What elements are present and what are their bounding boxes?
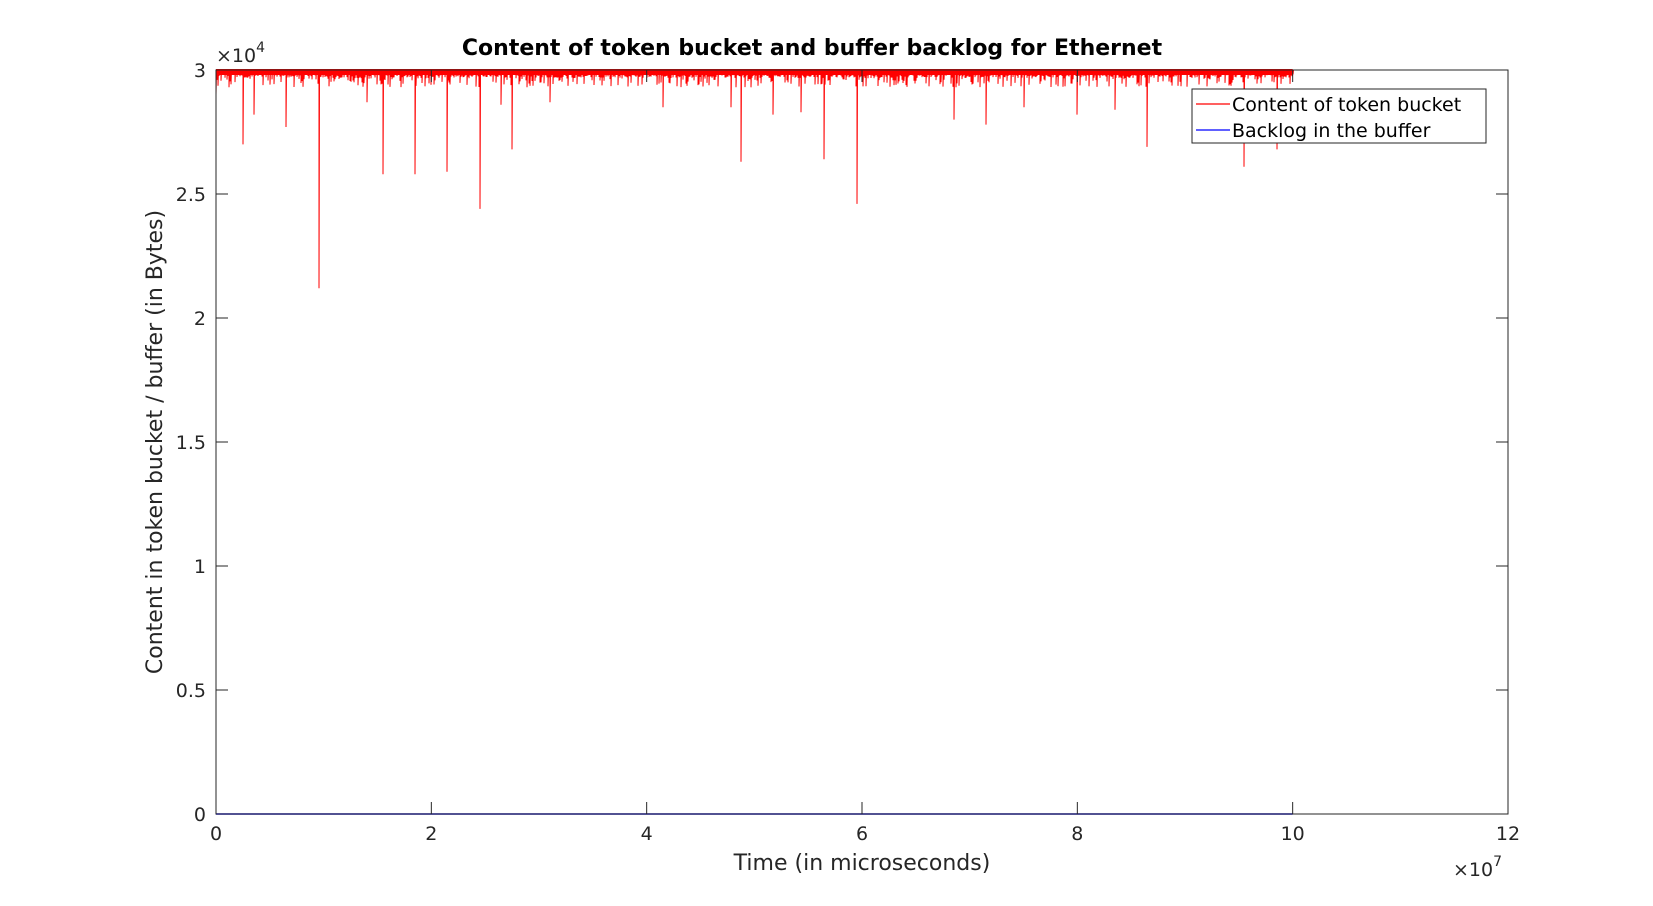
plot-area [215, 69, 1509, 815]
y-tick-label: 3 [194, 60, 206, 82]
y-tick-label: 0.5 [176, 680, 206, 702]
x-tick-label: 8 [1071, 823, 1083, 845]
plot-frame [215, 69, 1509, 815]
x-exponent-label: ×107 [1453, 854, 1502, 881]
y-tick-label: 1 [194, 556, 206, 578]
x-tick-label: 0 [210, 823, 222, 845]
chart-title: Content of token bucket and buffer backl… [462, 36, 1163, 61]
legend: Content of token bucket Backlog in the b… [1191, 88, 1487, 144]
x-tick-label: 6 [856, 823, 868, 845]
y-axis-label: Content in token bucket / buffer (in Byt… [143, 210, 168, 674]
legend-entry-token-bucket: Content of token bucket [1232, 94, 1461, 116]
legend-entry-backlog: Backlog in the buffer [1232, 120, 1431, 142]
x-tick-label: 10 [1281, 823, 1305, 845]
y-tick-label: 2.5 [176, 184, 206, 206]
y-tick-label: 1.5 [176, 432, 206, 454]
ticks-layer: 0 2 4 6 8 10 12 0 0.5 1 1.5 2 2.5 3 [176, 60, 1520, 845]
legend-box [1191, 88, 1487, 144]
x-tick-label: 2 [425, 823, 437, 845]
x-axis-label: Time (in microseconds) [733, 851, 991, 876]
x-tick-label: 4 [641, 823, 653, 845]
y-tick-label: 2 [194, 308, 206, 330]
y-exponent-label: ×104 [216, 40, 265, 67]
y-tick-label: 0 [194, 804, 206, 826]
series-band-token-bucket [216, 69, 1293, 75]
x-tick-label: 12 [1496, 823, 1520, 845]
